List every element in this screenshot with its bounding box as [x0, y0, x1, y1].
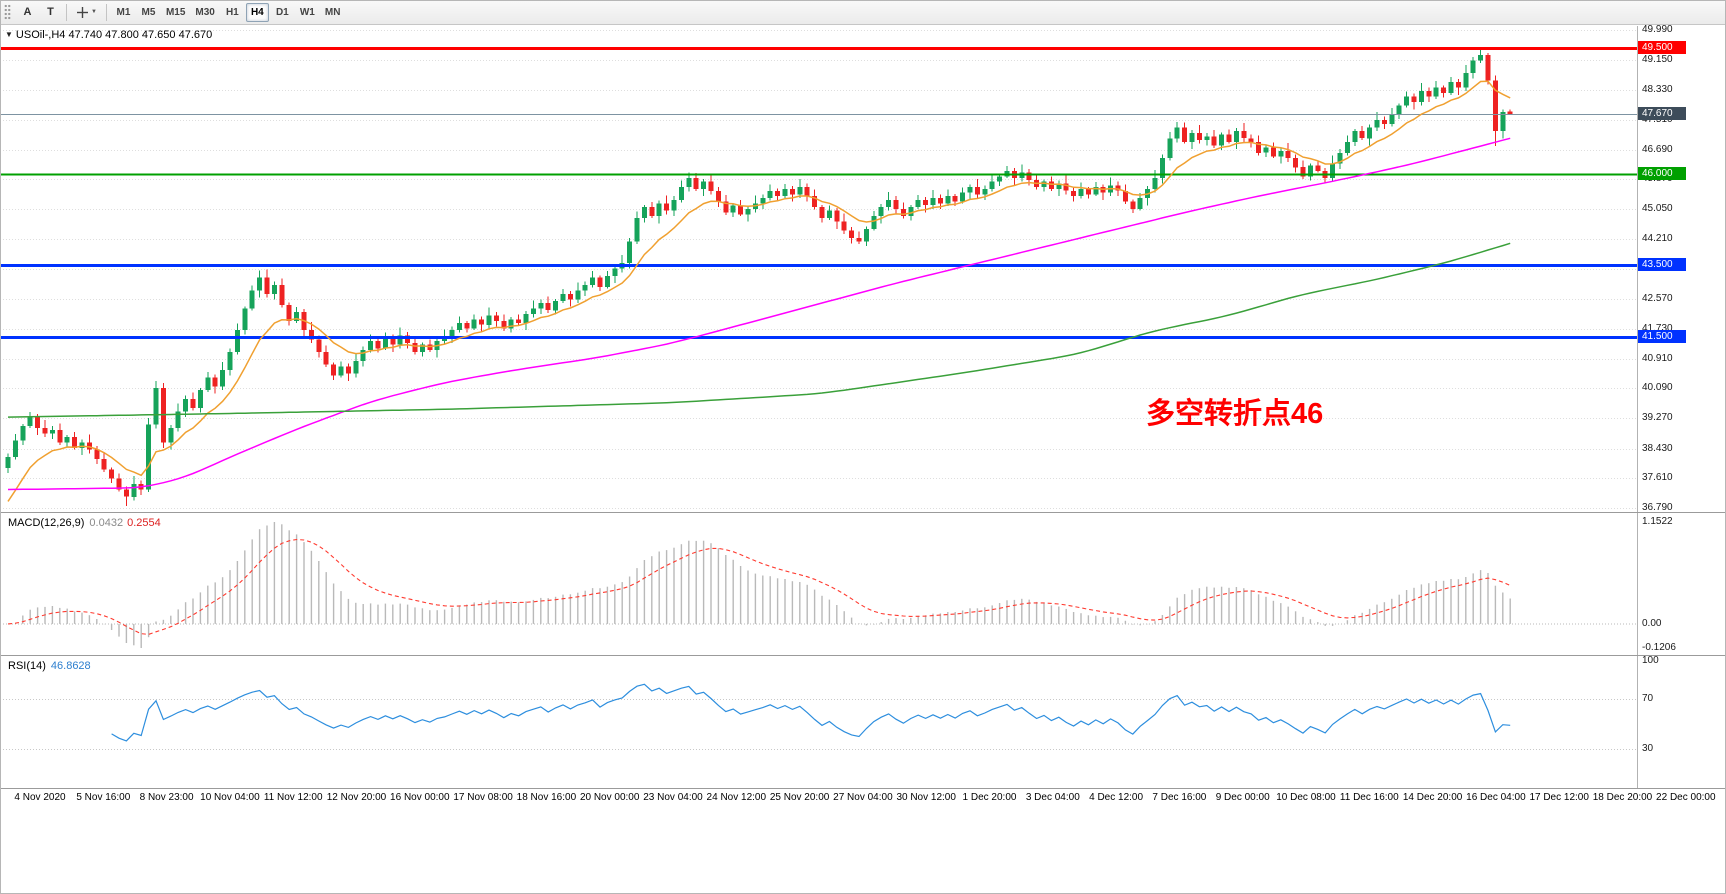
timeframe-button-h4[interactable]: H4 — [245, 2, 269, 22]
price-axis-label[interactable]: 41.730 — [1642, 323, 1673, 334]
macd-main-value: 0.0432 — [89, 517, 124, 529]
macd-signal-value: 0.2554 — [127, 517, 161, 529]
toolbar-separator — [105, 3, 107, 21]
time-axis-label[interactable]: 12 Nov 20:00 — [326, 792, 387, 803]
timeframe-button-w1[interactable]: W1 — [296, 3, 319, 22]
text-tool-button[interactable]: T — [40, 3, 61, 22]
time-axis-label[interactable]: 30 Nov 12:00 — [896, 792, 956, 803]
price-axis-label[interactable]: 40.910 — [1642, 353, 1673, 364]
ma-line-fast — [7, 80, 1511, 502]
time-axis-label[interactable]: 25 Nov 20:00 — [769, 792, 830, 803]
moving-average-lines — [7, 80, 1511, 502]
price-axis-label[interactable]: 49.150 — [1642, 54, 1673, 65]
time-axis-label[interactable]: 16 Dec 04:00 — [1466, 792, 1526, 803]
time-axis-label[interactable]: 27 Nov 04:00 — [833, 792, 893, 803]
time-axis-label[interactable]: 7 Dec 16:00 — [1152, 792, 1207, 803]
time-axis-label[interactable]: 23 Nov 04:00 — [643, 792, 703, 803]
macd-axis-zero[interactable]: 0.00 — [1642, 618, 1662, 629]
price-axis-label[interactable]: 37.610 — [1642, 472, 1673, 483]
price-axis-label[interactable]: 39.270 — [1642, 412, 1673, 423]
price-level-badge[interactable]: 49.500 — [1638, 41, 1686, 54]
time-axis-label[interactable]: 3 Dec 04:00 — [1025, 792, 1080, 803]
price-axis-label[interactable]: 44.210 — [1642, 233, 1673, 244]
timeframe-toolbar: M1 M5 M15 M30 H1 H4 D1 W1 MN — [111, 2, 345, 22]
ma-line-medium — [7, 137, 1511, 491]
annotation-text: 多空转折点46 — [1146, 398, 1324, 430]
price-axis-label[interactable]: 42.570 — [1642, 293, 1673, 304]
time-axis-label[interactable]: 5 Nov 16:00 — [76, 792, 131, 803]
rsi-axis-label[interactable]: 100 — [1642, 655, 1659, 666]
timeframe-button-mn[interactable]: MN — [321, 3, 345, 22]
time-axis-label[interactable]: 4 Nov 2020 — [14, 792, 66, 803]
macd-indicator — [0, 522, 1637, 648]
timeframe-button-h1[interactable]: H1 — [221, 3, 244, 22]
price-axis-label[interactable]: 45.050 — [1642, 203, 1673, 214]
price-axis-label[interactable]: 38.430 — [1642, 443, 1673, 454]
time-axis-label[interactable]: 9 Dec 00:00 — [1215, 792, 1270, 803]
price-scale-border — [1637, 26, 1638, 789]
time-axis-label[interactable]: 4 Dec 12:00 — [1089, 792, 1144, 803]
toolbar-separator — [66, 3, 67, 21]
toolbar-grip-handle[interactable] — [4, 4, 11, 20]
time-axis-label[interactable]: 20 Nov 00:00 — [579, 792, 640, 803]
panel-splitter-rsi[interactable] — [0, 655, 1726, 656]
chart-title: ▼ USOil-,H4 47.740 47.800 47.650 47.670 — [5, 29, 212, 41]
price-level-badge[interactable]: 41.500 — [1638, 330, 1686, 343]
time-axis-label[interactable]: 16 Nov 00:00 — [390, 792, 450, 803]
crosshair-tool-button[interactable]: ▼ — [72, 3, 101, 22]
timeframe-button-d1[interactable]: D1 — [271, 3, 294, 22]
time-axis-label[interactable]: 10 Nov 04:00 — [200, 792, 260, 803]
rsi-axis-label[interactable]: 30 — [1642, 743, 1654, 754]
rsi-value: 46.8628 — [50, 660, 91, 672]
crosshair-icon — [77, 6, 88, 18]
time-axis-label[interactable]: 18 Dec 20:00 — [1592, 792, 1653, 803]
panel-splitter-macd[interactable] — [0, 512, 1726, 513]
price-level-badge[interactable]: 46.000 — [1638, 167, 1686, 180]
rsi-label: RSI(14) — [8, 660, 46, 672]
time-axis-label[interactable]: 10 Dec 08:00 — [1276, 792, 1336, 803]
collapse-arrow-icon[interactable]: ▼ — [5, 30, 13, 39]
time-axis-label[interactable]: 22 Dec 00:00 — [1656, 792, 1716, 803]
time-scale-border — [0, 788, 1726, 789]
time-axis-label[interactable]: 24 Nov 12:00 — [706, 792, 767, 803]
rsi-indicator-title: RSI(14) 46.8628 — [8, 660, 91, 672]
time-axis-label[interactable]: 11 Nov 12:00 — [263, 792, 323, 803]
timeframe-button-m30[interactable]: M30 — [191, 3, 218, 22]
price-axis-label[interactable]: 40.090 — [1642, 382, 1673, 393]
time-axis-label[interactable]: 17 Dec 12:00 — [1529, 792, 1589, 803]
price-axis-label[interactable]: 48.330 — [1642, 84, 1673, 95]
horizontal-level-lines[interactable] — [0, 47, 1637, 339]
symbol-ohlc-text: USOil-,H4 47.740 47.800 47.650 47.670 — [15, 29, 213, 41]
timeframe-button-m15[interactable]: M15 — [162, 3, 189, 22]
time-axis-label[interactable]: 18 Nov 16:00 — [516, 792, 577, 803]
rsi-indicator — [0, 683, 1637, 750]
macd-axis-min[interactable]: -0.1206 — [1642, 642, 1676, 653]
timeframe-button-m5[interactable]: M5 — [137, 3, 160, 22]
price-level-badge[interactable]: 43.500 — [1638, 258, 1686, 271]
ma-line-slow — [7, 242, 1511, 418]
time-axis-label[interactable]: 8 Nov 23:00 — [139, 792, 194, 803]
main-toolbar: A T ▼ M1 M5 M15 M30 H1 H4 D1 W1 MN — [0, 0, 1726, 25]
time-axis-label[interactable]: 1 Dec 20:00 — [962, 792, 1017, 803]
candlestick-series[interactable] — [5, 48, 1513, 506]
macd-label: MACD(12,26,9) — [8, 517, 85, 529]
chevron-down-icon: ▼ — [91, 9, 97, 15]
price-axis-label[interactable]: 49.990 — [1642, 24, 1673, 35]
macd-indicator-title: MACD(12,26,9) 0.0432 0.2554 — [8, 517, 161, 529]
price-level-badge[interactable]: 47.670 — [1638, 107, 1686, 120]
time-axis-label[interactable]: 17 Nov 08:00 — [453, 792, 513, 803]
price-axis-label[interactable]: 46.690 — [1642, 144, 1673, 155]
annotation-tool-button[interactable]: A — [17, 3, 38, 22]
time-axis-label[interactable]: 11 Dec 16:00 — [1339, 792, 1399, 803]
macd-axis-max[interactable]: 1.1522 — [1642, 516, 1673, 527]
timeframe-button-m1[interactable]: M1 — [112, 3, 135, 22]
time-axis-label[interactable]: 14 Dec 20:00 — [1402, 792, 1463, 803]
price-grid — [0, 30, 1637, 509]
price-axis-label[interactable]: 36.790 — [1642, 502, 1673, 513]
rsi-axis-label[interactable]: 70 — [1642, 693, 1654, 704]
